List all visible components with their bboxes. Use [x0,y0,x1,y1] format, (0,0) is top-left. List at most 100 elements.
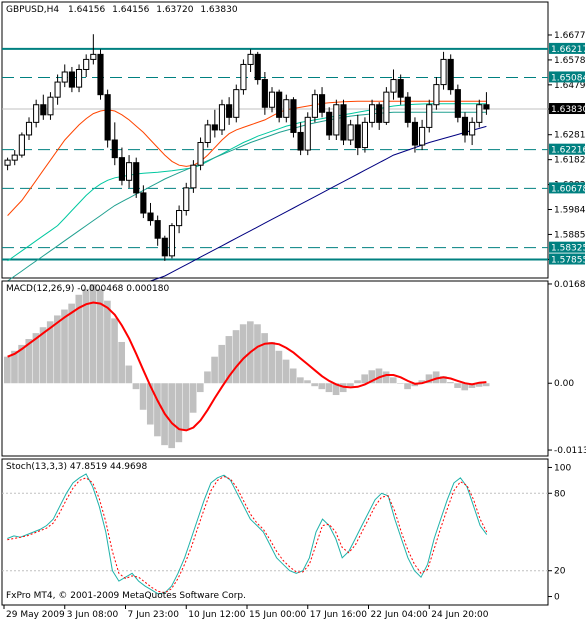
macd-tick-label: 0.00 [554,379,574,389]
price-level-label: 1.65084 [551,73,586,83]
macd-bar [211,356,218,384]
macd-bar [154,383,161,437]
candle [25,117,33,140]
candle [390,69,397,100]
macd-bar [61,309,68,384]
candle [318,87,326,118]
macd-bar [404,383,411,390]
candle-body [75,68,83,88]
macd-bar [139,383,147,410]
price-tick-label: 1.64790 [554,81,586,91]
macd-bar [196,383,204,393]
candle-body [147,212,154,222]
candle-body [126,162,133,181]
candle [347,119,354,146]
candle-body [483,104,490,110]
candle-body [133,162,140,194]
macd-bar [311,383,318,387]
time-tick-label: 22 Jun 04:00 [371,610,428,620]
candle-body [404,96,411,123]
price-level-tag [549,143,585,155]
macd-bar [289,368,297,384]
candle [369,99,376,128]
time-tick-label: 3 Jun 08:00 [67,610,119,620]
macd-bar [175,383,183,443]
macd-panel[interactable]: 0.016837 0.00 -0.01133 MACD(12,26,9) -0.00… [1,280,586,457]
macd-title: MACD(12,26,9) -0.000468 0.000180 [6,284,169,294]
stoch-title: Stoch(13,3,3) 47.8519 44.9698 [6,462,147,472]
price-panel[interactable]: 1.66770 1.65780 1.64790 1.63830 1.62810 1.618… [1,1,586,332]
macd-bar [118,341,125,384]
candle-body [397,79,404,98]
candle [118,147,126,186]
price-tick-label: 1.58850 [554,230,586,240]
candle [361,117,368,153]
macd-bar [318,383,326,390]
macd-bar [325,383,333,393]
macd-bar [25,339,33,384]
footer-copyright: FxPro MT4, © 2001-2009 MetaQuotes Softwa… [6,591,246,601]
macd-bar [297,377,304,384]
stoch-tick-label: 100 [554,463,571,473]
candle [183,182,190,216]
candle-body [233,89,240,118]
candle-body [154,220,161,239]
stoch-axis: 100 80 20 0 [548,463,571,603]
candle-body [104,94,111,141]
macd-axis: 0.016837 0.00 -0.01133 [548,280,586,456]
macd-signal [7,301,487,432]
macd-bar [268,341,276,384]
stoch-main-line [7,473,488,595]
candle [18,132,25,158]
candle [447,54,454,95]
macd-bar [425,374,433,384]
stoch-lines [7,473,488,595]
macd-bar [54,315,61,384]
candle [97,49,104,100]
macd-bar [125,365,133,384]
candle [247,49,254,72]
candle [469,117,476,146]
candle-body [140,192,147,214]
candle-body [40,104,47,116]
price-level-label: 1.57855 [551,256,586,266]
candle [290,97,297,138]
candle [426,99,433,133]
candle [383,87,390,125]
candle [261,72,268,115]
macd-bar [32,333,40,384]
macd-bar [218,344,226,384]
time-tick-label: 17 Jun 16:00 [310,610,367,620]
macd-bar [382,371,390,384]
candle [283,94,290,123]
candle-body [33,104,40,123]
candle [218,99,226,135]
price-level-tag [549,42,585,54]
candle-body [197,142,204,166]
candle [176,205,183,234]
candle [11,150,18,166]
time-axis: 29 May 2009 3 Jun 08:00 7 Jun 23:00 10 Jun … [3,605,489,620]
macd-bar [439,376,447,384]
price-tick-label: 1.59840 [554,206,586,216]
macd-bar [82,288,90,384]
candle [440,51,447,90]
macd-bar [347,383,354,387]
macd-bar [189,383,197,413]
macd-histogram [4,284,490,449]
price-level-label: 1.58325 [551,244,586,254]
candle [68,66,75,93]
stoch-tick-label: 20 [554,567,566,577]
candle [276,89,283,123]
candle-body [376,104,383,123]
stoch-panel[interactable]: 100 80 20 0 Stoch(13,3,3) 47.8519 44.9698 F… [1,458,571,606]
macd-tick-label: -0.01133 [554,446,586,456]
macd-bar [475,383,483,387]
candle [54,74,61,105]
macd-bar [46,321,54,384]
candle [340,99,347,146]
candle [268,87,276,113]
candle-body [290,99,297,133]
macd-bar [132,383,140,390]
